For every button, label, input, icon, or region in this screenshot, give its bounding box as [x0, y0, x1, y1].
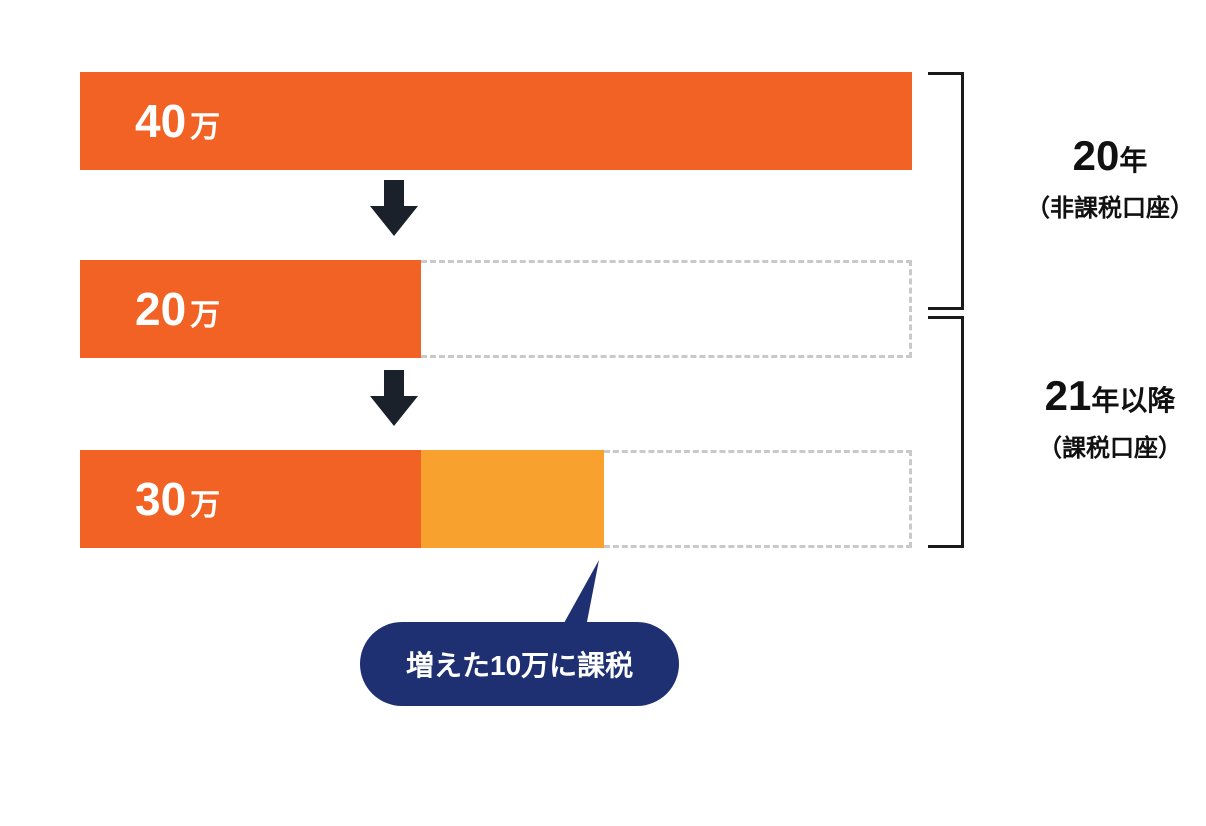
arrow-down-2: [370, 370, 418, 426]
bar-2-label: 20万: [80, 260, 421, 370]
bar-3-fill: 30万: [80, 450, 421, 548]
callout-tail: [551, 560, 611, 640]
bar-3-unit: 万: [190, 489, 220, 522]
arrow-down-1: [370, 180, 418, 236]
bar-3-label: 30万: [80, 450, 421, 560]
side-label-2-small: 年以降: [1091, 385, 1175, 416]
bracket-top: [928, 72, 964, 310]
bar-2-ghost: [421, 260, 912, 358]
side-label-1-line1: 20年: [980, 132, 1206, 180]
bar-2-fill: 20万: [80, 260, 421, 358]
side-label-2-big: 21: [1045, 372, 1092, 419]
callout: 増えた10万に課税: [360, 622, 679, 706]
callout-bubble: 増えた10万に課税: [360, 622, 679, 706]
side-label-2: 21年以降 （課税口座）: [980, 372, 1206, 463]
bar-1-unit: 万: [190, 111, 220, 144]
bar-3-fill-secondary: [421, 450, 604, 548]
bracket-bottom: [928, 316, 964, 548]
side-label-1-big: 20: [1073, 132, 1120, 179]
bar-row-3: 30万: [80, 450, 912, 548]
bar-2-unit: 万: [190, 299, 220, 332]
bar-3-ghost: [604, 450, 912, 548]
side-label-2-line2: （課税口座）: [980, 428, 1206, 463]
side-label-1: 20年 （非課税口座）: [980, 132, 1206, 223]
bar-row-1: 40万: [80, 72, 912, 170]
bar-1-fill: 40万: [80, 72, 912, 170]
diagram-root: 40万 20万 30万: [80, 72, 1126, 762]
bar-1-label: 40万: [80, 72, 912, 182]
bar-3-num: 30: [135, 473, 186, 525]
side-label-1-small: 年: [1119, 145, 1147, 176]
bar-1-num: 40: [135, 95, 186, 147]
side-label-1-line2: （非課税口座）: [980, 188, 1206, 223]
side-label-2-line1: 21年以降: [980, 372, 1206, 420]
bar-row-2: 20万: [80, 260, 912, 358]
bar-2-num: 20: [135, 283, 186, 335]
callout-text: 増えた10万に課税: [406, 650, 633, 681]
